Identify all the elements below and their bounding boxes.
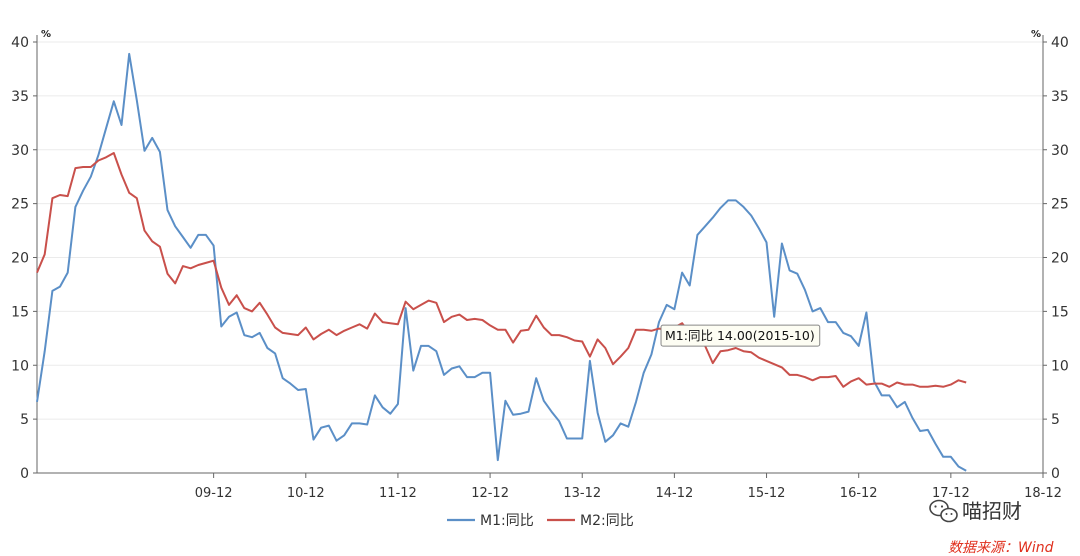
y-tick-label-right: 15 <box>1051 304 1069 320</box>
x-tick-label: 12-12 <box>471 486 509 501</box>
watermark-text: 喵招财 <box>962 499 1022 523</box>
series-lines <box>36 52 967 472</box>
x-tick-label: 09-12 <box>195 486 233 501</box>
tooltip-text: M1:同比 14.00(2015-10) <box>665 328 815 343</box>
x-tick-label: 18-12 <box>1024 486 1062 501</box>
y-tick-label-left: 40 <box>11 35 29 51</box>
x-tick-label: 15-12 <box>748 486 786 501</box>
left-y-ticks: 0 5 10 15 20 25 30 35 40 <box>11 35 37 482</box>
y-tick-label-left: 35 <box>11 89 29 105</box>
legend-label-m2: M2:同比 <box>580 513 634 529</box>
tooltip-box <box>660 324 821 347</box>
y-tick-label-right: 30 <box>1051 143 1069 159</box>
y-tick-label-left: 5 <box>20 412 29 428</box>
watermark: 喵招财 <box>929 499 1022 523</box>
y-tick-label-left: 10 <box>11 358 29 374</box>
gridlines <box>37 41 1043 420</box>
right-y-ticks: 0 5 10 15 20 25 30 35 40 <box>1043 35 1069 482</box>
y-tick-label-right: 10 <box>1051 358 1069 374</box>
left-unit-label: % <box>41 29 51 40</box>
y-tick-label-left: 25 <box>11 197 29 213</box>
axes <box>36 35 1044 474</box>
x-tick-label: 14-12 <box>655 486 693 501</box>
legend: M1:同比 M2:同比 <box>447 513 634 529</box>
wechat-icon <box>929 499 958 523</box>
x-tick-label: 10-12 <box>287 486 325 501</box>
y-tick-label-left: 15 <box>11 304 29 320</box>
x-tick-label: 16-12 <box>840 486 878 501</box>
series-line-m1 <box>36 52 967 472</box>
x-tick-label: 11-12 <box>379 486 417 501</box>
y-tick-label-right: 25 <box>1051 197 1069 213</box>
y-tick-label-right: 0 <box>1051 466 1060 482</box>
y-tick-label-left: 20 <box>11 251 29 267</box>
y-tick-label-right: 40 <box>1051 35 1069 51</box>
x-tick-label: 17-12 <box>932 486 970 501</box>
x-tick-label: 13-12 <box>563 486 601 501</box>
data-source-note: 数据来源：Wind <box>948 540 1054 556</box>
y-tick-label-right: 20 <box>1051 251 1069 267</box>
legend-label-m1: M1:同比 <box>480 513 534 529</box>
y-tick-label-left: 30 <box>11 143 29 159</box>
x-ticks: 09-12 10-12 11-12 12-12 13-12 14-12 15-12 16-12… <box>195 473 1062 501</box>
y-tick-label-left: 0 <box>20 466 29 482</box>
y-tick-label-right: 5 <box>1051 412 1060 428</box>
tooltip: M1:同比 14.00(2015-10) <box>660 324 821 347</box>
right-unit-label: % <box>1031 29 1041 40</box>
y-tick-label-right: 35 <box>1051 89 1069 105</box>
series-line-m2 <box>36 152 967 388</box>
